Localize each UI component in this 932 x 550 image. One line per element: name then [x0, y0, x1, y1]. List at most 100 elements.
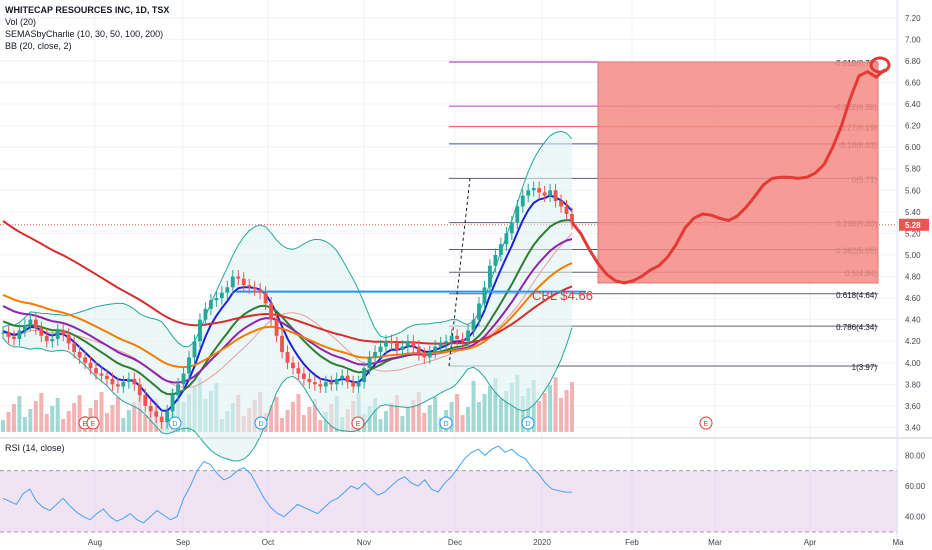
time-tick-label: Mar — [708, 538, 722, 547]
candle-body — [312, 382, 317, 385]
price-tick-label: 5.20 — [905, 229, 921, 238]
volume-bar — [570, 382, 574, 432]
candle-body — [72, 343, 77, 352]
time-tick-label: Apr — [804, 538, 817, 547]
candle-body — [455, 335, 460, 340]
volume-bar — [104, 413, 109, 432]
volume-bar — [44, 414, 49, 432]
volume-bar — [564, 390, 569, 432]
rsi-band — [0, 470, 897, 532]
price-tick-label: 6.80 — [905, 57, 921, 66]
price-tick-label: 4.80 — [905, 273, 921, 282]
candle-body — [373, 351, 377, 358]
rsi-title: RSI (14, close) — [5, 443, 65, 453]
volume-bar — [28, 409, 33, 432]
volume-bar — [394, 395, 399, 432]
moving-averages — [2, 194, 573, 412]
ema-50-line — [2, 238, 573, 384]
candle-body — [50, 339, 55, 342]
candle-body — [192, 341, 197, 358]
candle-body — [433, 346, 438, 352]
candle-body — [88, 362, 93, 369]
candle-body — [22, 325, 27, 331]
candle-body — [258, 289, 263, 293]
price-tick-label: 4.00 — [905, 359, 921, 368]
volume-bar — [460, 415, 465, 432]
candle-body — [170, 395, 175, 412]
candle-body — [33, 319, 38, 329]
candle-body — [105, 375, 109, 379]
candle-body — [12, 336, 16, 340]
volume-bar — [39, 393, 44, 432]
price-tick-label: 4.60 — [905, 294, 921, 303]
time-tick-label: 2020 — [533, 538, 551, 547]
dividend-icon — [439, 416, 453, 430]
candle-body — [230, 276, 235, 288]
candle-body — [482, 287, 487, 304]
ema-10-line — [2, 194, 573, 412]
volume-bar — [132, 402, 137, 432]
volume-bar — [290, 402, 295, 432]
candle-body — [263, 292, 268, 304]
candle-body — [39, 328, 44, 336]
price-tick-label: 7.00 — [905, 35, 921, 44]
trend-line — [448, 178, 471, 367]
target-zone — [597, 61, 879, 284]
volume-bar — [307, 407, 312, 432]
volume-bar — [449, 402, 454, 432]
candle-body — [44, 335, 49, 342]
volume-bar — [433, 397, 438, 432]
candle-body — [395, 343, 399, 350]
fib-label: 0.786(4.34) — [836, 323, 877, 332]
time-tick-label: Ma — [892, 538, 904, 547]
volume-bar — [121, 418, 126, 432]
candle-body — [378, 346, 383, 352]
time-axis: Aug Sep Oct Nov Dec 2020 Feb Mar Apr Ma — [88, 538, 904, 547]
candle-body — [225, 287, 230, 293]
volume-bar — [389, 403, 394, 432]
candle-body — [66, 334, 71, 344]
candle-body — [176, 384, 180, 396]
forecast-path — [570, 68, 886, 285]
volume-bar — [115, 397, 120, 432]
legend-bb: BB (20, close, 2) — [5, 41, 72, 51]
volume-bar — [126, 410, 131, 432]
dividend-icon: D — [258, 421, 263, 428]
volume-bar — [312, 399, 317, 432]
earnings-icon: E — [704, 421, 709, 428]
candle-body — [493, 254, 498, 266]
price-tick-label: 6.40 — [905, 100, 921, 109]
price-tick-label: 5.60 — [905, 186, 921, 195]
candle-body — [422, 354, 427, 358]
volume-bar — [466, 407, 471, 432]
candle-body — [356, 382, 361, 387]
candle-body — [307, 378, 312, 383]
fib-label: 0.618(4.64) — [836, 291, 877, 300]
candle-body — [121, 382, 126, 387]
rsi-line — [2, 445, 572, 524]
candle-body — [252, 287, 257, 290]
candle-body — [61, 330, 66, 335]
candle-body — [247, 285, 252, 288]
volume-bar — [318, 420, 323, 432]
earnings-icon: E — [83, 421, 88, 428]
time-tick-label: Nov — [357, 538, 371, 547]
candle-body — [340, 375, 345, 379]
candle-body — [1, 332, 5, 334]
rsi-tick-label: 60.00 — [905, 482, 926, 491]
price-tick-label: 3.60 — [905, 402, 921, 411]
candle-body — [384, 341, 388, 347]
ema-30-line — [2, 219, 573, 396]
earnings-icon — [351, 416, 365, 430]
candle-body — [285, 351, 290, 363]
volume-bar — [471, 381, 476, 432]
volume-bar — [405, 408, 410, 432]
dividend-icon — [168, 416, 182, 430]
time-tick-label: Dec — [448, 538, 462, 547]
candle-body — [548, 190, 553, 196]
price-tick-label: 6.20 — [905, 122, 921, 131]
candle-body — [334, 378, 339, 385]
volume-bar — [416, 392, 421, 432]
